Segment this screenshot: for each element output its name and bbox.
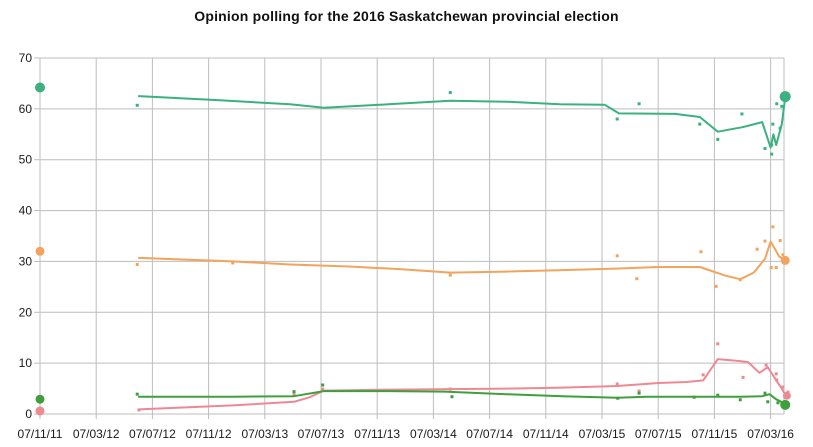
x-tick-label: 07/03/16 bbox=[747, 427, 794, 441]
x-tick-label: 07/03/14 bbox=[410, 427, 457, 441]
poll-point-pink bbox=[741, 375, 745, 379]
trend-line-teal bbox=[137, 95, 787, 149]
poll-point-pink bbox=[716, 342, 720, 346]
x-tick-label: 07/11/11 bbox=[18, 427, 63, 441]
chart-title: Opinion polling for the 2016 Saskatchewa… bbox=[194, 8, 619, 24]
poll-point-orange bbox=[635, 277, 639, 281]
poll-point-green bbox=[616, 396, 620, 400]
poll-point-teal bbox=[716, 137, 720, 141]
x-tick-label: 07/07/13 bbox=[298, 427, 345, 441]
election-2016-dot-pink bbox=[782, 391, 791, 400]
x-tick-label: 07/07/15 bbox=[635, 427, 682, 441]
election-2016-dot-green bbox=[780, 399, 791, 410]
poll-point-pink bbox=[292, 392, 296, 396]
poll-point-green bbox=[321, 383, 325, 387]
poll-point-teal bbox=[763, 147, 767, 151]
x-tick-label: 07/03/13 bbox=[241, 427, 288, 441]
poll-point-teal bbox=[448, 91, 452, 95]
poll-point-orange bbox=[781, 253, 785, 257]
poll-point-orange bbox=[774, 266, 778, 270]
poll-point-pink bbox=[701, 373, 705, 377]
poll-point-teal bbox=[698, 122, 702, 126]
poll-point-teal bbox=[780, 104, 784, 108]
y-tick-label: 0 bbox=[25, 407, 32, 421]
poll-point-pink bbox=[321, 387, 325, 391]
y-tick-label: 30 bbox=[19, 254, 33, 268]
poll-point-teal bbox=[770, 152, 774, 156]
x-tick-label: 07/11/13 bbox=[354, 427, 400, 441]
poll-point-orange bbox=[763, 239, 767, 243]
y-tick-label: 10 bbox=[19, 356, 33, 370]
election-2016-dot-teal bbox=[779, 91, 791, 103]
poll-point-orange bbox=[755, 247, 759, 251]
election-2011-dot-orange bbox=[35, 246, 45, 256]
election-2011-dot-green bbox=[35, 394, 45, 404]
poll-point-orange bbox=[615, 254, 619, 258]
poll-point-teal bbox=[637, 102, 641, 106]
x-tick-label: 07/07/12 bbox=[129, 427, 176, 441]
poll-point-teal bbox=[771, 122, 775, 126]
trend-line-pink bbox=[137, 358, 787, 411]
poll-point-orange bbox=[448, 273, 452, 277]
poll-point-green bbox=[763, 391, 767, 395]
poll-point-teal bbox=[615, 117, 619, 121]
y-tick-label: 70 bbox=[19, 51, 33, 65]
poll-point-green bbox=[637, 391, 641, 395]
x-tick-label: 07/11/14 bbox=[523, 427, 569, 441]
trend-line-orange bbox=[137, 240, 787, 281]
poll-point-green bbox=[292, 390, 296, 394]
poll-point-pink bbox=[781, 385, 785, 389]
poll-point-orange bbox=[231, 261, 235, 265]
poll-point-teal bbox=[740, 112, 744, 116]
x-tick-label: 07/11/12 bbox=[186, 427, 232, 441]
poll-point-green bbox=[766, 400, 770, 404]
y-tick-label: 50 bbox=[19, 153, 33, 167]
poll-point-green bbox=[135, 392, 139, 396]
poll-point-pink bbox=[137, 408, 141, 412]
y-tick-label: 40 bbox=[19, 204, 33, 218]
election-2011-dot-pink bbox=[35, 406, 45, 416]
x-tick-label: 07/03/15 bbox=[579, 427, 626, 441]
x-tick-label: 07/11/15 bbox=[691, 427, 737, 441]
poll-point-orange bbox=[738, 278, 742, 282]
poll-point-pink bbox=[637, 389, 641, 393]
poll-point-teal bbox=[770, 143, 774, 147]
x-tick-label: 07/07/14 bbox=[466, 427, 513, 441]
x-tick-label: 07/03/12 bbox=[73, 427, 120, 441]
poll-point-teal bbox=[775, 102, 779, 106]
poll-point-orange bbox=[769, 266, 773, 270]
election-2011-dot-teal bbox=[35, 82, 45, 93]
poll-point-orange bbox=[135, 262, 139, 266]
y-tick-label: 20 bbox=[19, 305, 33, 319]
election-2016-dot-orange bbox=[780, 255, 790, 265]
poll-point-orange bbox=[778, 239, 782, 243]
poll-point-teal bbox=[778, 126, 782, 130]
poll-point-orange bbox=[699, 250, 703, 254]
poll-point-green bbox=[776, 401, 780, 405]
poll-point-pink bbox=[775, 378, 779, 382]
poll-point-orange bbox=[714, 284, 718, 288]
poll-point-green bbox=[450, 395, 454, 399]
poll-point-pink bbox=[448, 387, 452, 391]
poll-point-green bbox=[738, 398, 742, 402]
poll-point-green bbox=[716, 393, 720, 397]
trend-line-green bbox=[137, 390, 787, 405]
y-tick-label: 60 bbox=[19, 102, 33, 116]
poll-point-pink bbox=[774, 372, 778, 376]
poll-point-pink bbox=[615, 382, 619, 386]
poll-point-pink bbox=[764, 363, 768, 367]
poll-point-orange bbox=[771, 225, 775, 229]
poll-point-teal bbox=[135, 103, 139, 107]
poll-point-green bbox=[692, 395, 696, 399]
